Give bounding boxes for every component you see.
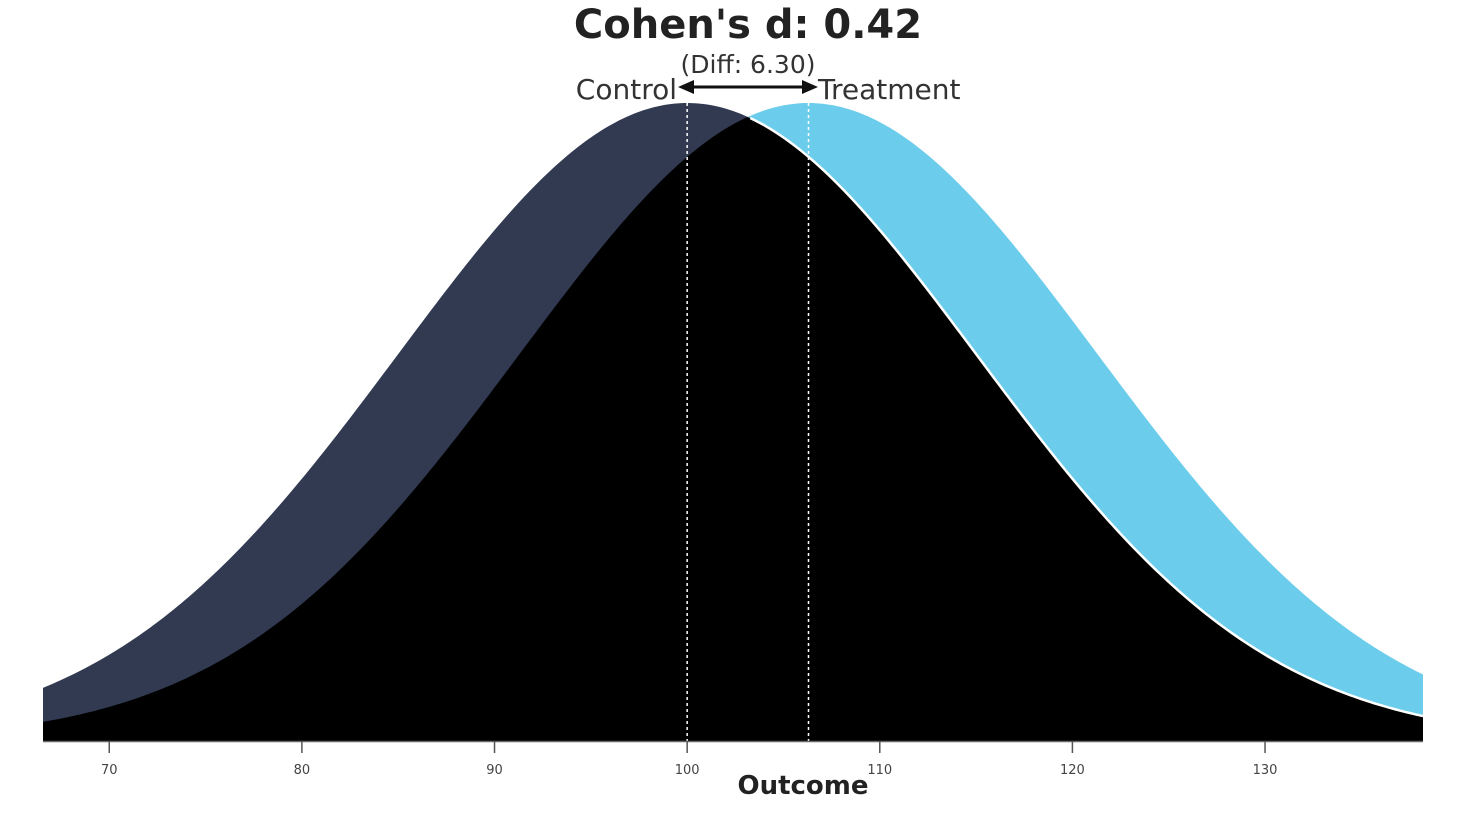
x-tick-label: 100: [675, 763, 700, 778]
x-tick-label: 90: [486, 763, 503, 778]
x-tick-label: 110: [867, 763, 892, 778]
x-tick-label: 80: [294, 763, 311, 778]
treatment-label: Treatment: [817, 73, 960, 106]
overlap-area: [43, 117, 1423, 741]
chart-title: Cohen's d: 0.42: [574, 2, 922, 48]
x-tick-label: 130: [1253, 763, 1278, 778]
mean-diff-arrow: [678, 80, 818, 94]
diff-subtitle: (Diff: 6.30): [681, 50, 816, 79]
distribution-areas: [43, 103, 1424, 741]
x-tick-label: 70: [101, 763, 118, 778]
x-axis: 70 80 90 100 110 120 130: [43, 740, 1423, 778]
control-label: Control: [576, 73, 677, 106]
control-curve-edge: [749, 116, 1424, 718]
x-axis-label: Outcome: [737, 771, 868, 801]
x-tick-label: 120: [1060, 763, 1085, 778]
